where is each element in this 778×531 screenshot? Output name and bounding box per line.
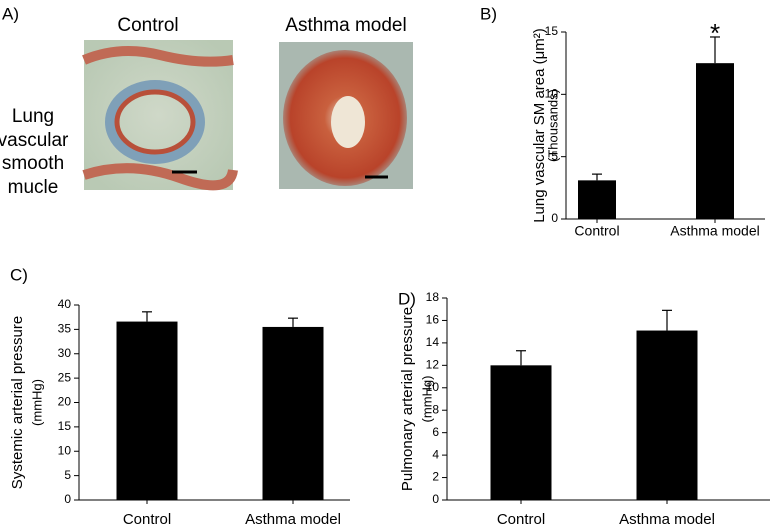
bar bbox=[262, 326, 324, 500]
y-tick-label: 12 bbox=[426, 358, 440, 372]
y-tick-label: 2 bbox=[432, 470, 439, 484]
x-tick-label: Asthma model bbox=[619, 511, 715, 528]
y-tick-label: 10 bbox=[426, 380, 440, 394]
x-tick-label: Control bbox=[497, 511, 545, 528]
y-tick-label: 40 bbox=[58, 297, 72, 311]
annotation: * bbox=[710, 18, 720, 48]
side-label: smooth bbox=[2, 153, 64, 174]
panel-label: A) bbox=[2, 4, 19, 23]
control-image bbox=[82, 40, 238, 191]
y-tick-label: 15 bbox=[545, 24, 559, 38]
side-label: mucle bbox=[8, 177, 59, 198]
y-axis-label: Lung vascular SM area (μm²) bbox=[531, 28, 548, 223]
y-tick-label: 16 bbox=[426, 313, 440, 327]
image-title: Control bbox=[117, 15, 178, 36]
x-tick-label: Asthma model bbox=[245, 511, 341, 528]
y-tick-label: 18 bbox=[426, 290, 440, 304]
y-tick-label: 0 bbox=[551, 211, 558, 225]
y-tick-label: 20 bbox=[58, 395, 72, 409]
y-axis-label: (mmHg) bbox=[419, 376, 434, 423]
y-tick-label: 14 bbox=[426, 335, 440, 349]
y-tick-label: 8 bbox=[432, 402, 439, 416]
y-axis-label: Pulmonary arterial pressure bbox=[399, 307, 416, 491]
side-label: vascular bbox=[0, 130, 69, 151]
panel-label: B) bbox=[480, 4, 497, 23]
y-tick-label: 5 bbox=[551, 149, 558, 163]
y-axis-label: (mmHg) bbox=[29, 379, 44, 426]
side-label: Lung bbox=[12, 106, 54, 127]
y-tick-label: 10 bbox=[545, 87, 559, 101]
y-tick-label: 0 bbox=[64, 492, 71, 506]
x-tick-label: Control bbox=[574, 223, 619, 239]
x-tick-label: Control bbox=[123, 511, 171, 528]
y-tick-label: 30 bbox=[58, 346, 72, 360]
bar bbox=[636, 330, 698, 500]
bar bbox=[578, 180, 616, 219]
y-tick-label: 0 bbox=[432, 492, 439, 506]
y-tick-label: 35 bbox=[58, 322, 72, 336]
y-tick-label: 5 bbox=[64, 468, 71, 482]
y-axis-label: (Thousands) bbox=[545, 89, 560, 162]
y-axis-label: Systemic arterial pressure bbox=[9, 316, 26, 489]
panel-label: D) bbox=[398, 289, 416, 308]
image-title: Asthma model bbox=[285, 15, 406, 36]
y-tick-label: 6 bbox=[432, 425, 439, 439]
y-tick-label: 25 bbox=[58, 370, 72, 384]
asthma-image bbox=[279, 42, 413, 189]
bar bbox=[490, 365, 552, 500]
bar bbox=[696, 63, 734, 219]
bar bbox=[116, 321, 178, 500]
y-tick-label: 15 bbox=[58, 419, 72, 433]
x-tick-label: Asthma model bbox=[670, 223, 759, 239]
y-tick-label: 10 bbox=[58, 443, 72, 457]
panel-label: C) bbox=[10, 265, 28, 284]
y-tick-label: 4 bbox=[432, 447, 439, 461]
